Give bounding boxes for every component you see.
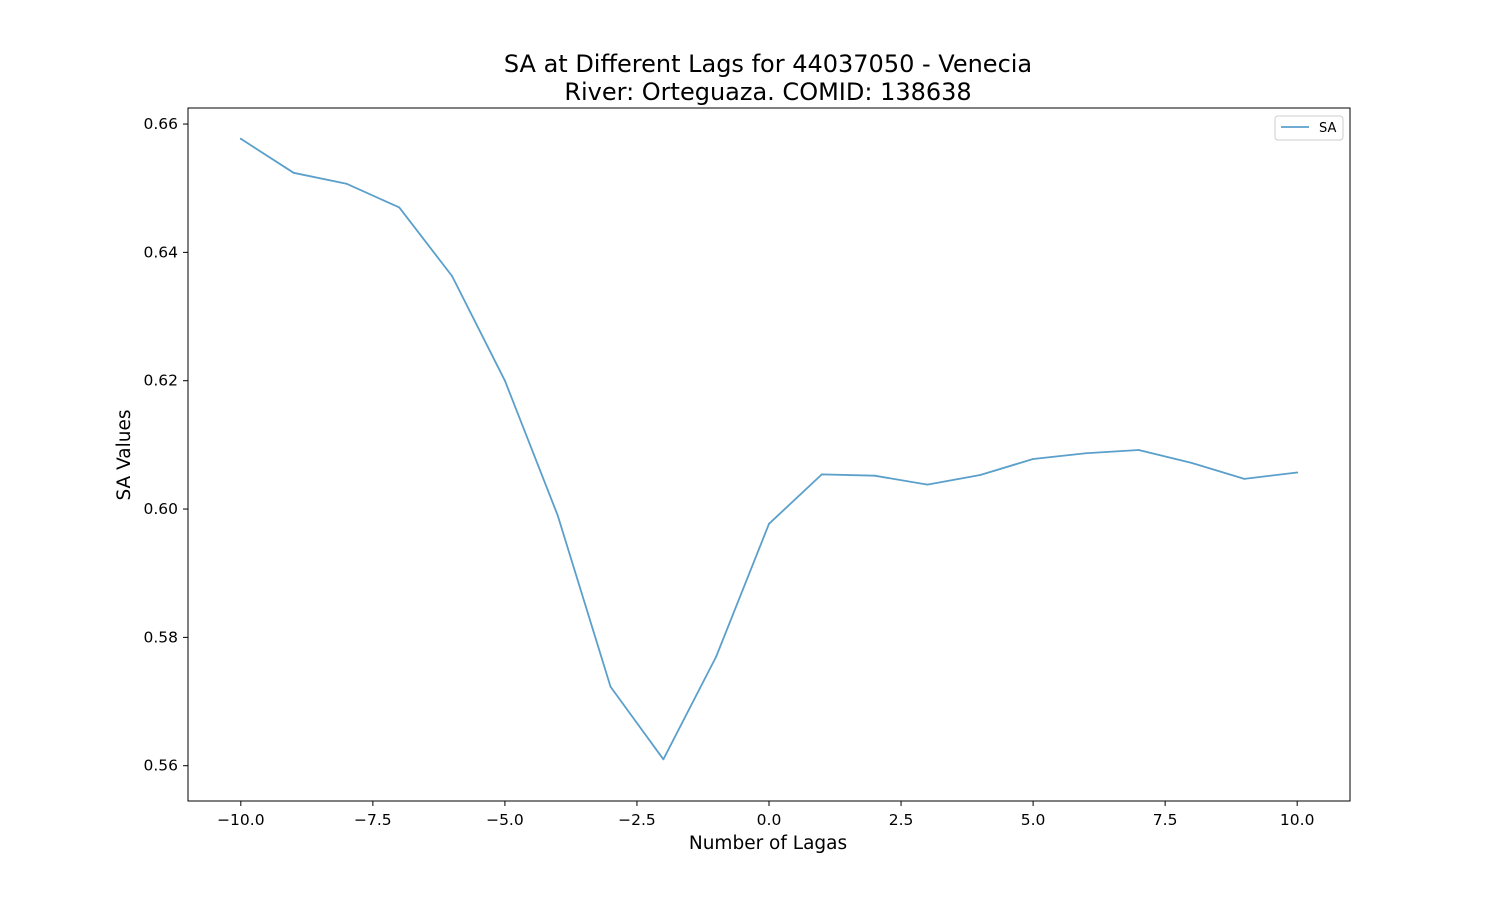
data-point	[1190, 461, 1193, 464]
x-axis-label: Number of Lagas	[689, 833, 847, 854]
data-point	[239, 137, 242, 140]
plot-frame	[187, 107, 1351, 802]
data-point	[609, 685, 612, 688]
data-point	[1296, 471, 1299, 474]
x-axis: −10.0 −7.5 −5.0 −2.5 0.0 2.5 5.0 7.5 10.0	[217, 801, 1314, 829]
x-tick-label: 2.5	[889, 811, 914, 829]
x-tick-label: −2.5	[618, 811, 656, 829]
data-point	[715, 655, 718, 658]
x-tick-label: −10.0	[217, 811, 265, 829]
data-point	[768, 522, 770, 525]
y-tick-label: 0.66	[143, 115, 178, 133]
data-point	[451, 275, 453, 278]
data-point	[979, 474, 982, 476]
chart-title: SA at Different Lags for 44037050 - Vene…	[504, 50, 1032, 78]
data-point	[1243, 477, 1246, 480]
data-point	[662, 758, 665, 761]
data-point	[292, 171, 295, 174]
legend-label-sa: SA	[1319, 121, 1336, 136]
data-point	[556, 514, 559, 517]
y-tick-label: 0.64	[143, 243, 178, 261]
x-tick-label: 5.0	[1021, 811, 1046, 829]
data-point	[398, 206, 401, 209]
legend-box	[1274, 115, 1344, 141]
y-tick-label: 0.58	[143, 628, 178, 646]
data-point	[1137, 449, 1140, 451]
data-point	[820, 473, 823, 476]
x-tick-label: 10.0	[1280, 811, 1315, 829]
data-point	[873, 474, 876, 477]
data-point	[504, 379, 506, 382]
y-tick-label: 0.56	[143, 757, 178, 775]
data-point	[926, 483, 929, 486]
data-point	[1032, 458, 1034, 460]
x-tick-label: −5.0	[486, 811, 524, 829]
y-axis: 0.56 0.58 0.60 0.62 0.64 0.66	[143, 115, 188, 775]
chart-subtitle: River: Orteguaza. COMID: 138638	[564, 78, 971, 106]
series-line-sa	[239, 137, 1299, 761]
y-tick-label: 0.62	[143, 372, 178, 390]
x-tick-label: 7.5	[1153, 811, 1178, 829]
x-tick-label: −7.5	[354, 811, 392, 829]
data-point	[345, 182, 348, 185]
x-tick-label: 0.0	[757, 811, 782, 829]
y-tick-label: 0.60	[143, 500, 178, 518]
plot-area	[239, 137, 1299, 761]
legend: SA	[1274, 115, 1344, 141]
y-axis-label: SA Values	[114, 409, 135, 500]
data-point	[1085, 452, 1087, 455]
